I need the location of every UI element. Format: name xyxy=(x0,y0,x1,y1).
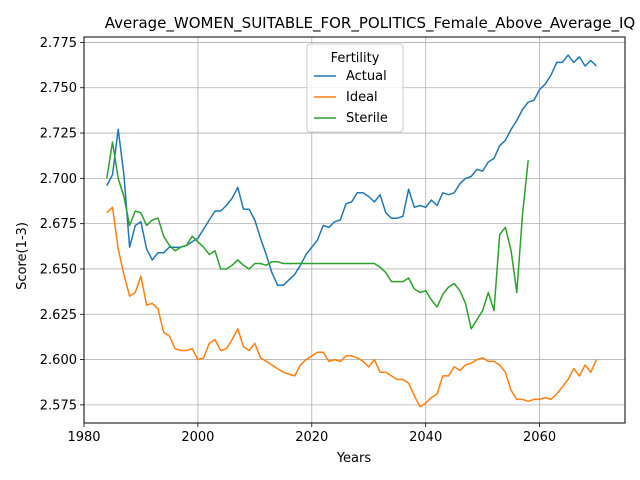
series-line-ideal xyxy=(106,206,598,408)
y-tick-label: 2.775 xyxy=(40,36,77,51)
chart-title: Average_WOMEN_SUITABLE_FOR_POLITICS_Fema… xyxy=(105,14,635,33)
x-tick-label: 1980 xyxy=(67,430,100,445)
y-tick-label: 2.650 xyxy=(40,262,77,277)
plot-series xyxy=(106,54,598,408)
y-tick-label: 2.625 xyxy=(40,308,77,323)
y-tick-label: 2.750 xyxy=(40,81,77,96)
series-line-actual xyxy=(106,54,598,287)
x-tick-label: 2040 xyxy=(409,430,442,445)
plot-frame xyxy=(83,36,626,424)
legend-label-ideal: Ideal xyxy=(346,90,378,105)
y-tick-label: 2.675 xyxy=(40,217,77,232)
legend-label-actual: Actual xyxy=(346,69,387,84)
y-tick-label: 2.600 xyxy=(40,353,77,368)
legend-title: Fertility xyxy=(331,51,380,66)
x-axis-ticks: 1980 2000 2020 2040 2060 xyxy=(67,423,556,445)
y-tick-label: 2.700 xyxy=(40,172,77,187)
legend-items: Actual Ideal Sterile xyxy=(314,69,388,126)
x-tick-label: 2020 xyxy=(295,430,328,445)
series-line-sterile xyxy=(106,141,529,330)
legend: Fertility Actual Ideal Sterile xyxy=(306,43,404,133)
y-axis-ticks: 2.575 2.600 2.625 2.650 2.675 2.700 2.725 2.750… xyxy=(40,36,84,413)
legend-label-sterile: Sterile xyxy=(346,111,388,126)
x-tick-label: 2000 xyxy=(181,430,214,445)
legend-box xyxy=(306,43,404,133)
x-tick-label: 2060 xyxy=(523,430,556,445)
y-axis-label: Score(1-3) xyxy=(15,222,30,290)
y-tick-label: 2.575 xyxy=(40,398,77,413)
y-tick-label: 2.725 xyxy=(40,127,77,142)
x-axis-label: Years xyxy=(336,451,372,466)
